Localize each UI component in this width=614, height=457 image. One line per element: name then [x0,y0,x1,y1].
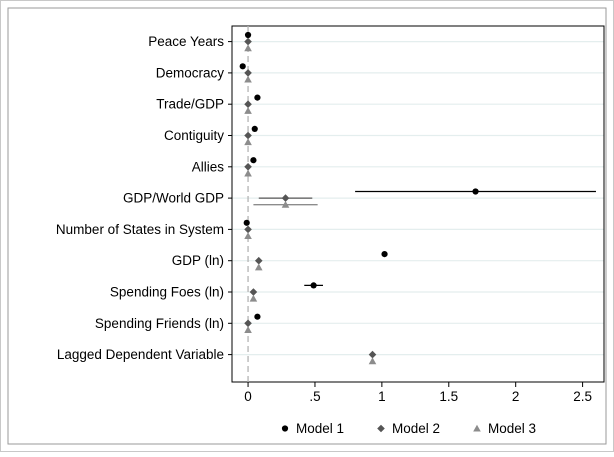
point-series0-4 [250,157,257,164]
point-series1-1 [244,69,252,77]
data-marks [239,31,596,365]
point-series0-5 [472,188,479,195]
legend-marker-1 [377,424,385,433]
point-series1-9 [244,319,252,328]
point-series2-2 [244,107,252,114]
y-tick-label: Peace Years [148,34,224,49]
point-series2-4 [244,169,252,177]
point-series0-6 [243,219,250,226]
x-tick-label: 1.5 [439,389,458,404]
point-series2-10 [368,357,377,365]
y-tick-label: Trade/GDP [156,97,224,112]
x-axis: 0 .5 1 1.5 2 2.5 [244,382,592,404]
point-series1-3 [244,131,252,140]
point-series0-2 [254,94,261,101]
point-series1-5 [281,194,290,202]
point-series0-7 [381,251,388,258]
point-series0-0 [244,31,252,39]
legend-label-1: Model 2 [392,421,440,436]
y-tick-label: Democracy [156,65,225,80]
point-series2-3 [244,138,252,146]
point-series0-8 [310,282,317,289]
y-axis-labels: Peace Years Democracy Trade/GDP Contiguity A… [56,34,232,362]
point-series2-8 [249,294,258,302]
plot-frame [231,25,605,383]
legend: Model 1 Model 2 Model 3 [281,421,536,436]
y-tick-label: Contiguity [164,128,224,143]
point-series1-10 [368,350,377,359]
y-tick-label: GDP (ln) [172,253,224,268]
point-series1-0 [244,37,252,46]
point-series0-9 [254,313,261,320]
point-series2-0 [244,44,252,52]
legend-label-0: Model 1 [296,421,344,436]
point-series0-3 [251,125,258,132]
x-tick-label: 2 [512,389,520,404]
x-tick-label: 2.5 [573,389,592,404]
y-tick-label: Number of States in System [56,222,224,237]
legend-marker-0 [281,425,289,432]
y-tick-label: Spending Foes (ln) [110,285,224,300]
point-series1-4 [244,163,252,171]
y-tick-label: Allies [192,159,225,174]
x-tick-label: 1 [378,389,386,404]
x-tick-label: 0 [244,389,252,404]
point-series2-6 [244,232,252,240]
legend-marker-2 [473,424,481,432]
x-tick-label: .5 [309,389,320,404]
y-tick-label: Spending Friends (ln) [95,316,224,331]
point-series0-1 [239,63,246,70]
point-series2-5 [281,200,290,208]
point-series1-7 [254,256,263,265]
point-series2-7 [254,263,263,271]
point-series1-8 [249,288,258,296]
y-tick-label: Lagged Dependent Variable [57,347,224,362]
chart-background [7,7,607,445]
point-series1-2 [244,100,252,108]
point-series1-6 [244,225,252,234]
legend-label-2: Model 3 [488,421,536,436]
point-series2-9 [244,326,252,333]
point-series2-1 [244,75,252,83]
y-tick-label: GDP/World GDP [123,191,224,206]
